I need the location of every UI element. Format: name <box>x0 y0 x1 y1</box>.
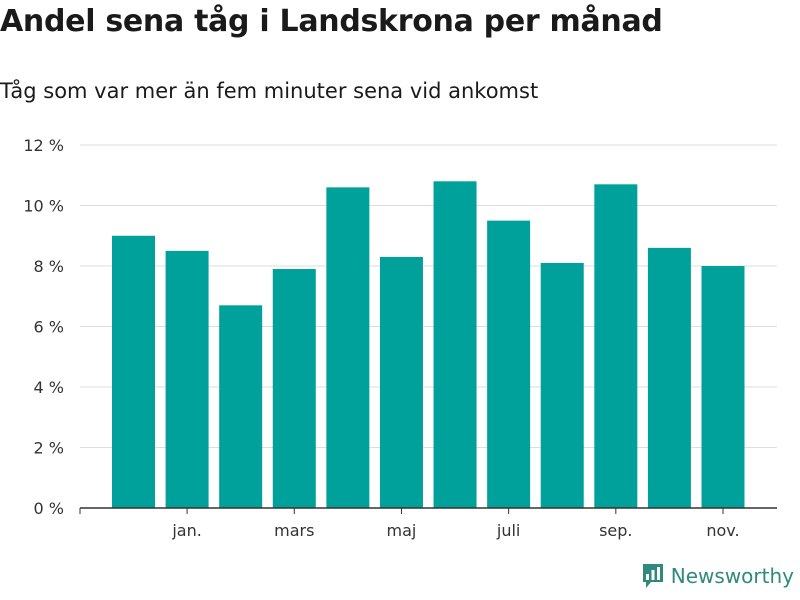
bar-okt <box>647 247 691 508</box>
bar-dec <box>112 235 155 508</box>
newsworthy-logo-icon <box>642 564 663 588</box>
y-tick-label: 12 % <box>23 136 64 155</box>
x-axis: jan. mars maj juli sep. nov. <box>79 507 777 540</box>
bar-jan <box>165 250 209 508</box>
bar-juli <box>487 220 531 508</box>
bar-nov <box>701 266 745 508</box>
chart-subtitle: Tåg som var mer än fem minuter sena vid … <box>0 79 539 103</box>
x-tick-label: maj <box>387 521 417 540</box>
y-tick-label: 6 % <box>34 318 64 337</box>
bar-feb <box>219 305 263 508</box>
bar-mars <box>272 269 316 508</box>
x-tick-label: jan. <box>171 521 201 540</box>
x-tick-label: sep. <box>599 521 632 540</box>
y-tick-label: 2 % <box>34 439 64 458</box>
y-tick-label: 0 % <box>34 499 64 518</box>
bar-apr <box>326 187 370 508</box>
x-tick-label: nov. <box>706 521 739 540</box>
bar-maj <box>379 256 423 508</box>
y-tick-label: 4 % <box>34 378 64 397</box>
x-tick-label: juli <box>496 521 520 540</box>
y-tick-label: 10 % <box>23 197 64 216</box>
bar-sep <box>594 184 638 508</box>
brand-logo: Newsworthy <box>641 562 794 590</box>
bars <box>112 181 745 509</box>
bar-juni <box>433 181 477 509</box>
bar-aug <box>540 262 584 508</box>
brand-name: Newsworthy <box>670 564 794 588</box>
y-axis-ticks: 0 % 2 % 4 % 6 % 8 % 10 % 12 % <box>23 136 64 518</box>
x-tick-label: mars <box>274 521 314 540</box>
y-tick-label: 8 % <box>34 257 64 276</box>
chart-title: Andel sena tåg i Landskrona per månad <box>0 4 663 39</box>
